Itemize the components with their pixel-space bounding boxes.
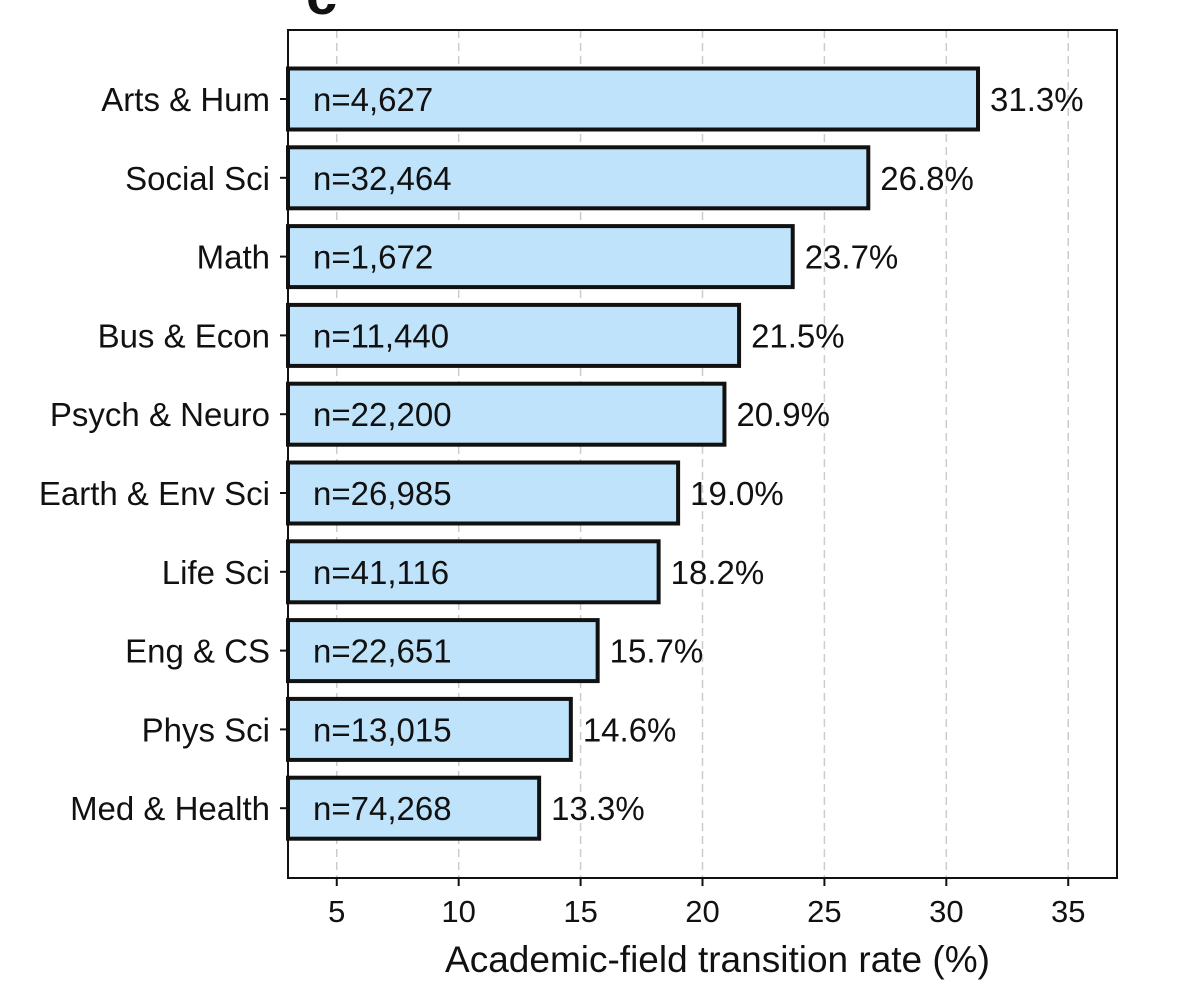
bar bbox=[286, 696, 573, 762]
bars-group bbox=[286, 66, 981, 841]
sample-size-label: n=41,116 bbox=[313, 554, 449, 591]
value-label: 26.8% bbox=[880, 160, 974, 197]
panel-letter: c bbox=[306, 0, 337, 26]
bar bbox=[286, 460, 681, 526]
bar bbox=[286, 618, 600, 684]
x-tick-label: 5 bbox=[328, 894, 345, 929]
category-labels: Arts & Hum Social Sci Math Bus & Econ Psych … bbox=[39, 81, 288, 827]
category-label: Social Sci bbox=[125, 160, 270, 197]
bar bbox=[286, 381, 727, 447]
sample-size-label: n=32,464 bbox=[313, 160, 452, 197]
value-label: 20.9% bbox=[736, 396, 830, 433]
x-axis-title: Academic-field transition rate (%) bbox=[445, 939, 990, 980]
sample-size-label: n=4,627 bbox=[313, 81, 433, 118]
category-label: Arts & Hum bbox=[101, 81, 270, 118]
value-labels: 31.3% 26.8% 23.7% 21.5% 20.9% 19.0% 18.2% 15.7%… bbox=[551, 81, 1083, 827]
value-label: 13.3% bbox=[551, 790, 645, 827]
sample-size-label: n=1,672 bbox=[313, 239, 433, 276]
x-tick-label: 35 bbox=[1051, 894, 1085, 929]
x-tick-label: 10 bbox=[441, 894, 475, 929]
x-axis-ticks: 5 10 15 20 25 30 35 bbox=[328, 878, 1085, 929]
x-tick-label: 25 bbox=[807, 894, 841, 929]
bar bbox=[286, 145, 871, 211]
category-label: Eng & CS bbox=[125, 633, 270, 670]
value-label: 31.3% bbox=[990, 81, 1084, 118]
x-tick-label: 15 bbox=[563, 894, 597, 929]
category-label: Psych & Neuro bbox=[50, 396, 270, 433]
value-label: 15.7% bbox=[610, 633, 704, 670]
plot-frame bbox=[287, 29, 1118, 879]
bar bbox=[286, 66, 981, 132]
sample-size-label: n=22,200 bbox=[313, 396, 452, 433]
x-tick-label: 20 bbox=[685, 894, 719, 929]
category-label: Med & Health bbox=[70, 790, 270, 827]
value-label: 14.6% bbox=[583, 711, 677, 748]
sample-size-label: n=74,268 bbox=[313, 790, 452, 827]
category-label: Bus & Econ bbox=[98, 317, 270, 354]
category-label: Phys Sci bbox=[142, 711, 270, 748]
value-label: 23.7% bbox=[805, 239, 899, 276]
category-label: Math bbox=[197, 239, 270, 276]
x-tick-label: 30 bbox=[929, 894, 963, 929]
sample-size-labels: n=4,627 n=32,464 n=1,672 n=11,440 n=22,200 n=… bbox=[313, 81, 452, 827]
value-label: 18.2% bbox=[671, 554, 765, 591]
sample-size-label: n=13,015 bbox=[313, 711, 452, 748]
bar bbox=[286, 302, 742, 368]
value-label: 19.0% bbox=[690, 475, 784, 512]
category-label: Earth & Env Sci bbox=[39, 475, 270, 512]
sample-size-label: n=26,985 bbox=[313, 475, 452, 512]
sample-size-label: n=22,651 bbox=[313, 633, 452, 670]
category-label: Life Sci bbox=[162, 554, 270, 591]
value-label: 21.5% bbox=[751, 317, 845, 354]
sample-size-label: n=11,440 bbox=[313, 317, 449, 354]
bar bbox=[286, 539, 661, 605]
